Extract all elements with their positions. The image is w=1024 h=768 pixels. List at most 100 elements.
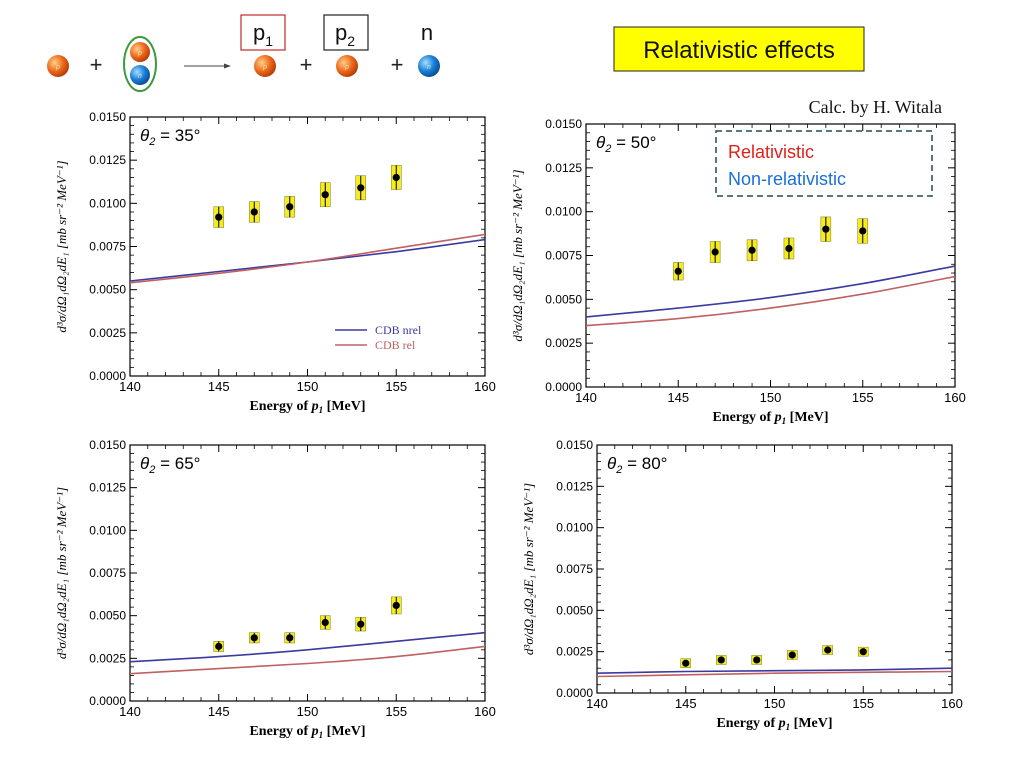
data-point xyxy=(785,244,793,253)
x-axis-label-var: p xyxy=(774,410,782,425)
data-point xyxy=(717,656,725,664)
y-tick-label: 0.0100 xyxy=(89,523,126,537)
y-tick-label: 0.0075 xyxy=(545,249,582,263)
x-axis-label-unit: [MeV] xyxy=(323,399,365,414)
y-tick-label: 0.0025 xyxy=(89,326,126,340)
y-tick-label: 0.0050 xyxy=(89,609,126,623)
legend-relativistic: Relativistic xyxy=(728,142,814,162)
x-tick-label: 155 xyxy=(385,704,407,719)
y-tick-label: 0.0000 xyxy=(89,694,126,708)
product-n: n n xyxy=(418,20,440,77)
y-tick-label: 0.0075 xyxy=(89,240,126,254)
credit-text: Calc. by H. Witala xyxy=(809,97,942,117)
x-axis-label: Energy of p1 [MeV] xyxy=(249,724,365,740)
series-line-cdb-nrel xyxy=(130,631,485,663)
proton-ball xyxy=(47,55,69,77)
data-point xyxy=(250,208,258,216)
x-tick-label: 155 xyxy=(385,379,407,394)
data-point xyxy=(788,651,796,659)
y-axis-label: d³σ/dΩ₁dΩ₂dE₁ [mb sr⁻² MeV⁻¹] xyxy=(54,160,69,332)
data-point xyxy=(753,656,761,664)
p1-label-box xyxy=(240,14,286,51)
y-tick-label: 0.0100 xyxy=(556,521,593,535)
x-axis-label-sub: 1 xyxy=(786,722,791,732)
chart-panel-1: 0.0000 0.0025 0.0050 0.0075 0.0100 0.0125 0.01… xyxy=(510,117,966,426)
y-tick-label: 0.0125 xyxy=(89,481,126,495)
deuteron-outline xyxy=(123,36,157,92)
y-tick-label: 0.0150 xyxy=(556,438,593,452)
data-point xyxy=(215,642,223,650)
angle-label: θ2 = 50° xyxy=(596,133,656,155)
data-point xyxy=(859,227,867,235)
angle-value: = 35° xyxy=(155,126,200,145)
plot-frame xyxy=(129,444,486,702)
data-point xyxy=(748,246,756,254)
product-p2: p2 p xyxy=(323,14,369,77)
y-tick-label: 0.0100 xyxy=(89,196,126,210)
neutron-symbol: n xyxy=(138,73,142,80)
incoming-proton: p xyxy=(47,55,69,77)
data-point xyxy=(357,620,365,628)
data-point xyxy=(250,634,258,642)
x-tick-label: 140 xyxy=(119,379,141,394)
theta-subscript: 2 xyxy=(148,136,155,148)
plot-frame xyxy=(596,444,953,694)
plus-sign: + xyxy=(300,52,313,77)
x-tick-label: 145 xyxy=(675,696,697,711)
angle-label: θ2 = 80° xyxy=(607,454,667,476)
data-point xyxy=(286,203,294,211)
data-point xyxy=(682,659,690,667)
series-line-cdb-rel xyxy=(597,670,952,678)
x-tick-label: 160 xyxy=(944,390,966,405)
series-line-cdb-rel xyxy=(586,275,955,327)
x-axis-label: Energy of p1 [MeV] xyxy=(249,399,365,415)
legend-box: Relativistic Non-relativistic xyxy=(715,130,933,197)
neutron-symbol: n xyxy=(427,64,431,71)
y-tick-label: 0.0125 xyxy=(556,479,593,493)
x-tick-label: 150 xyxy=(297,379,319,394)
y-tick-label: 0.0150 xyxy=(89,438,126,452)
x-tick-label: 150 xyxy=(297,704,319,719)
proton-symbol: p xyxy=(137,50,142,57)
x-axis-label-var: p xyxy=(778,716,786,731)
x-axis-label-var: p xyxy=(311,724,319,739)
y-tick-label: 0.0025 xyxy=(556,645,593,659)
curves xyxy=(130,233,485,284)
x-axis-label-unit: [MeV] xyxy=(786,410,828,425)
x-tick-label: 145 xyxy=(208,704,230,719)
data-point xyxy=(321,618,329,627)
series-line-cdb-nrel xyxy=(586,265,955,318)
legend-label-nrel: CDB nrel xyxy=(375,323,422,337)
y-tick-label: 0.0050 xyxy=(545,292,582,306)
angle-label: θ2 = 35° xyxy=(140,126,200,148)
y-axis-label: d³σ/dΩ₁dΩ₂dE₁ [mb sr⁻² MeV⁻¹] xyxy=(521,483,536,655)
data-point xyxy=(824,646,832,654)
y-tick-label: 0.0125 xyxy=(545,161,582,175)
y-tick-label: 0.0075 xyxy=(89,566,126,580)
y-tick-label: 0.0050 xyxy=(89,283,126,297)
data-point xyxy=(392,173,400,182)
data-point xyxy=(321,191,329,199)
theta-subscript: 2 xyxy=(615,464,622,476)
data-point xyxy=(674,267,682,275)
x-axis-label-sub: 1 xyxy=(782,416,787,426)
x-tick-label: 160 xyxy=(941,696,963,711)
angle-label: θ2 = 65° xyxy=(140,454,200,476)
deuteron-proton-ball xyxy=(130,42,150,62)
data-point xyxy=(859,648,867,656)
data-point xyxy=(215,213,223,221)
proton-symbol: p xyxy=(262,64,267,71)
x-axis-label-sub: 1 xyxy=(319,405,324,415)
plus-sign: + xyxy=(391,52,404,77)
proton-symbol: p xyxy=(344,64,349,71)
angle-value: = 50° xyxy=(611,133,656,152)
legend-non-relativistic: Non-relativistic xyxy=(728,169,846,189)
x-axis-label-sub: 1 xyxy=(319,730,324,740)
y-tick-label: 0.0150 xyxy=(89,110,126,124)
theta-symbol: θ xyxy=(607,454,617,473)
data-point xyxy=(822,225,830,233)
reaction-arrow xyxy=(184,63,231,69)
theta-symbol: θ xyxy=(140,454,150,473)
x-tick-label: 150 xyxy=(760,390,782,405)
